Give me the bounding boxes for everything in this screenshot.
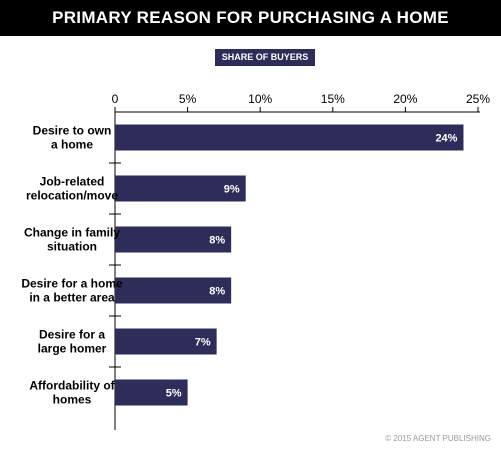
category-label: Change in family <box>24 226 120 240</box>
x-tick-label: 5% <box>179 92 197 106</box>
bar <box>115 277 232 304</box>
bar-value-label: 8% <box>209 286 225 298</box>
category-label: Desire for a home <box>21 277 123 291</box>
legend-label: SHARE OF BUYERS <box>221 52 309 62</box>
bar-value-label: 7% <box>195 337 211 349</box>
category-label: a home <box>51 138 93 152</box>
bar-value-label: 8% <box>209 235 225 247</box>
category-label: large homer <box>38 342 107 356</box>
x-tick-label: 20% <box>393 92 417 106</box>
x-tick-label: 25% <box>466 92 490 106</box>
bar-value-label: 9% <box>224 184 240 196</box>
x-tick-label: 15% <box>321 92 345 106</box>
category-label: Job-related <box>40 175 105 189</box>
bar <box>115 328 217 355</box>
category-label: Affordability of <box>29 379 115 393</box>
bar-value-label: 5% <box>166 388 182 400</box>
bar <box>115 175 246 202</box>
bar <box>115 379 188 406</box>
x-tick-label: 10% <box>248 92 272 106</box>
copyright-watermark: © 2015 AGENT PUBLISHING <box>385 434 491 443</box>
category-label: homes <box>53 393 92 407</box>
title-bar: PRIMARY REASON FOR PURCHASING A HOME <box>0 0 501 36</box>
category-label: Desire for a <box>39 328 105 342</box>
bar <box>115 124 464 151</box>
category-label: relocation/move <box>26 189 118 203</box>
category-label: in a better area <box>29 291 115 305</box>
category-label: Desire to own <box>33 124 112 138</box>
chart-title: PRIMARY REASON FOR PURCHASING A HOME <box>52 8 449 27</box>
category-label: situation <box>47 240 97 254</box>
x-tick-label: 0 <box>112 92 119 106</box>
legend-box: SHARE OF BUYERS <box>215 49 315 66</box>
bar <box>115 226 232 253</box>
bar-value-label: 24% <box>435 133 457 145</box>
